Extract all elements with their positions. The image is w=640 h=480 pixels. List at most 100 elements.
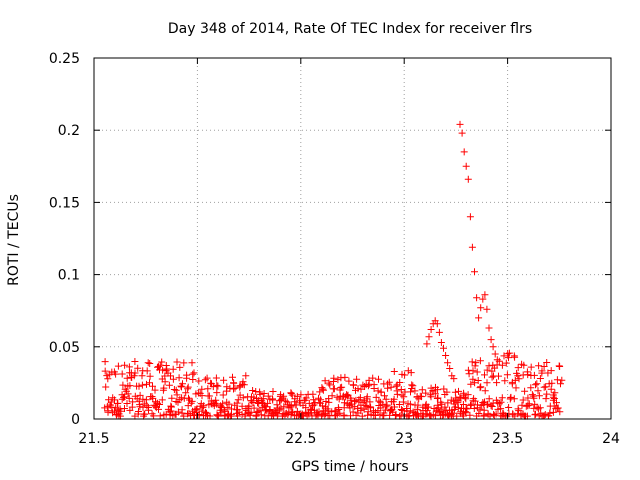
data-point [169,375,177,383]
data-point [484,400,492,408]
data-point [501,377,509,385]
data-point [367,404,375,412]
data-point [512,384,520,392]
data-point [238,402,246,410]
data-point [391,403,398,411]
data-point [533,403,541,411]
data-point [156,361,164,369]
data-point [422,389,430,397]
data-point [103,372,111,380]
data-point [546,409,554,417]
data-point [362,401,370,409]
data-point [256,390,264,398]
data-point [272,409,280,417]
data-point [524,394,532,402]
data-point [475,410,483,417]
data-point [124,390,132,398]
data-point [475,314,483,322]
data-point [287,390,295,397]
data-point [158,358,166,366]
data-point [414,401,422,409]
data-point [118,370,126,378]
data-point [532,381,539,389]
data-point [111,396,118,404]
data-point [179,380,186,388]
data-point [375,397,383,405]
data-point [123,400,131,407]
data-point [374,387,382,395]
data-point [182,389,190,397]
data-point [476,384,484,392]
data-point [525,400,533,408]
data-point [464,175,472,183]
data-point [201,376,209,384]
data-point [492,410,500,418]
data-point [188,397,196,405]
data-point [349,408,357,416]
data-point [330,385,338,393]
data-point [315,408,323,416]
data-point [357,385,365,393]
data-point [195,377,203,385]
data-point [146,372,154,380]
data-point [407,388,414,396]
data-point [458,129,466,137]
data-point [437,405,445,413]
data-point [155,363,162,371]
data-point [353,375,361,383]
data-point [204,385,212,393]
data-point [488,403,496,410]
data-point [547,367,555,375]
data-point [121,393,128,401]
data-point [377,388,385,396]
data-point [472,359,480,367]
data-point [198,385,206,393]
data-point [212,374,220,382]
data-point [225,400,233,408]
data-point [444,359,452,367]
data-point [319,386,327,394]
data-point [189,370,197,378]
data-point [395,401,403,408]
data-point [240,381,248,389]
data-point [480,406,488,414]
data-point [257,411,265,419]
data-point [363,393,371,401]
data-point [511,376,519,384]
data-point [309,390,317,398]
data-point [239,394,247,402]
data-point [383,401,391,409]
data-point [515,407,523,415]
data-point [547,385,555,393]
data-point [377,404,385,412]
data-point [495,372,502,380]
data-point [242,372,250,380]
data-point [326,381,334,389]
data-point [206,412,214,420]
x-tick-label: 22 [188,431,206,447]
data-point [188,359,196,367]
data-point [521,387,529,395]
data-point [365,376,373,384]
data-point [497,405,505,413]
data-point [223,404,231,412]
data-point [471,268,478,276]
data-point [416,392,424,400]
data-point [471,379,479,387]
data-point [503,371,511,379]
data-point [143,402,151,410]
data-point [548,379,556,387]
data-point [450,375,458,383]
data-point [170,386,178,393]
data-point [535,362,543,370]
data-point [463,405,471,413]
data-point [488,373,496,381]
data-point [364,382,372,390]
data-point [199,403,207,411]
data-point [150,412,158,420]
data-point [542,395,550,403]
x-tick-labels: 21.5 22 22.5 23 23.5 24 [78,431,620,447]
data-point [407,369,415,377]
